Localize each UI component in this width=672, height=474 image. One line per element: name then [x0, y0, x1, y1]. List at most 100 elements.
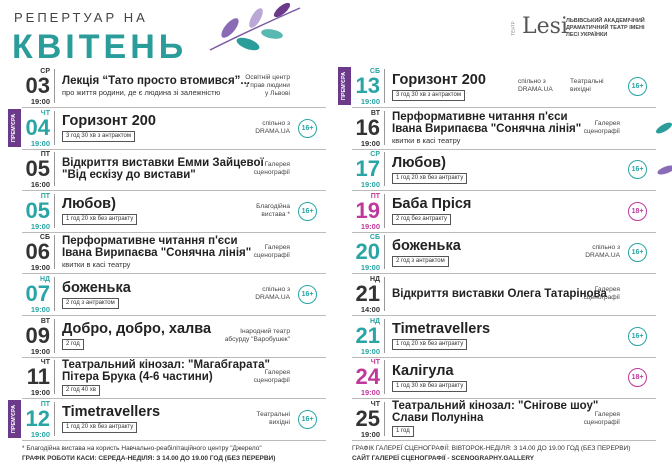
- divider: [384, 318, 385, 353]
- logo-vertical: ТЕАТР: [510, 21, 516, 36]
- duration-tag: 2 год 40 хв: [62, 384, 100, 396]
- venue-line: Галерея: [594, 286, 620, 293]
- event-title: Івана Вирипаєва "Сонячна лінія": [392, 122, 582, 135]
- event-title: Пітера Брука (4-6 частини): [62, 370, 213, 383]
- age-rating: 16+: [298, 409, 317, 429]
- venue-line: спільно з: [518, 78, 546, 85]
- row-separator: [22, 231, 326, 233]
- event-subtitle: про життя родини, де є людина зі залежні…: [62, 88, 221, 97]
- venue-line: сценографії: [583, 127, 620, 135]
- weekday: СБ: [39, 234, 50, 242]
- divider: [384, 277, 385, 311]
- event-title: Перформативне читання п'єси: [62, 235, 238, 248]
- venue: Благодійна вистава *: [220, 191, 290, 231]
- time: 19:00: [30, 263, 50, 273]
- date: 21: [355, 322, 380, 348]
- duration-tag: 3 год 30 хв з антрактом: [392, 89, 465, 101]
- event-subtitle: квитки в касі театру: [392, 135, 461, 145]
- time: 19:00: [360, 97, 380, 106]
- duration-tag: 2 год з антрактом: [392, 255, 449, 267]
- venue: Галерея сценографії: [220, 149, 290, 189]
- event-title: Любов): [62, 196, 116, 213]
- venue: спільно з DRAMA.UA: [518, 66, 568, 106]
- venue-line: DRAMA.UA: [255, 294, 290, 301]
- weekday: ЧТ: [40, 359, 50, 367]
- venue-line: Театральні: [256, 410, 290, 418]
- row-separator: [22, 439, 326, 441]
- event-body: Перформативне читання п'єси Івана Вирипає…: [62, 232, 251, 272]
- time: 19:00: [360, 180, 380, 190]
- time: 19:00: [30, 388, 50, 398]
- event-title: Калігула: [392, 362, 454, 379]
- row-separator: [352, 315, 656, 316]
- event-title: Добро, добро, халва: [62, 321, 212, 338]
- date: 06: [25, 239, 50, 265]
- weekday: СБ: [369, 68, 380, 75]
- time: 19:00: [360, 346, 380, 356]
- age-rating: 16+: [628, 326, 647, 346]
- premiere-ribbon: ПРЕМ'ЄРА: [8, 399, 21, 438]
- weekday: ПТ: [40, 151, 50, 159]
- footnote: ГРАФІК РОБОТИ КАСИ: СЕРЕДА-НЕДІЛЯ: З 14.…: [22, 455, 276, 462]
- venue-line: сценографії: [583, 294, 620, 301]
- time: 19:00: [360, 429, 380, 439]
- row-separator: [22, 356, 326, 358]
- venue-line: DRAMA.UA: [585, 252, 620, 260]
- venue-line: у Львові: [265, 90, 290, 97]
- weekday: СБ: [369, 234, 380, 242]
- event-body: Відкриття виставки Олега Татарінова: [392, 274, 607, 314]
- venue-line: вихідні: [570, 86, 591, 93]
- date: 25: [355, 405, 380, 431]
- event-body: Баба Пріся 2 год без антракту: [392, 191, 471, 231]
- date: 20: [355, 239, 380, 265]
- venue: Театральні вихідні: [570, 66, 620, 106]
- event-title: Театральний кінозал: "Снігове шоу": [392, 400, 599, 413]
- time: 19:00: [30, 346, 50, 356]
- venue: Галерея сценографії: [550, 108, 620, 148]
- event-body: Калігула 1 год 30 хв без антракту: [392, 357, 468, 397]
- divider: [54, 318, 55, 353]
- time: 19:00: [360, 221, 380, 231]
- event-body: Добро, добро, халва 2 год: [62, 316, 211, 356]
- weekday: ВТ: [40, 317, 50, 325]
- event-title: боженька: [392, 237, 461, 254]
- venue: Галерея сценографії: [550, 274, 620, 314]
- date: 17: [355, 156, 380, 182]
- venue: Театральні вихідні: [220, 399, 290, 439]
- weekday: НД: [369, 317, 380, 325]
- age-rating: 16+: [628, 243, 647, 263]
- leaves: [209, 2, 301, 51]
- event-body: Горизонт 200 3 год 30 хв з антрактом: [62, 108, 156, 148]
- divider: [384, 235, 385, 270]
- date: 13: [355, 73, 380, 98]
- venue-line: спільно з: [262, 286, 290, 293]
- event-title: Любов): [392, 154, 446, 171]
- event-body: боженька 2 год з антрактом: [62, 274, 131, 314]
- premiere-ribbon: ПРЕМ'ЄРА: [338, 67, 351, 105]
- age-rating: 16+: [628, 77, 647, 96]
- venue: Інародний театр абсурду "Варобушек": [220, 316, 290, 356]
- event-title: Слави Полуніна: [392, 412, 484, 425]
- age-rating: 16+: [628, 160, 647, 180]
- divider: [54, 110, 55, 145]
- venue: Освітній центр з прав людини у Львові: [220, 66, 290, 106]
- month-title: КВІТЕНЬ: [12, 28, 188, 66]
- event-body: Відкриття виставки Емми Зайцевої "Від еск…: [62, 149, 264, 189]
- logo-line: ЛЬВІВСЬКИЙ АКАДЕМІЧНИЙ: [566, 18, 645, 24]
- weekday: ПТ: [370, 192, 380, 200]
- date: 04: [25, 114, 50, 140]
- venue-line: з прав людини: [245, 82, 290, 89]
- time: 19:00: [30, 138, 50, 148]
- row-separator: [352, 439, 656, 441]
- divider: [384, 152, 385, 187]
- event-body: Timetravellers 1 год 20 хв без антракту: [62, 399, 160, 439]
- duration-tag: 1 год 20 хв без антракту: [392, 339, 468, 351]
- divider: [54, 360, 55, 395]
- venue-line: Галерея: [264, 161, 290, 169]
- venue-line: Благодійна: [256, 202, 290, 210]
- row-separator: [22, 107, 326, 108]
- date: 16: [355, 114, 380, 140]
- event-title: Timetravellers: [392, 321, 491, 338]
- footnote: САЙТ ГАЛЕРЕЇ СЦЕНОГРАФІЇ - SCENOGRAPHY.G…: [352, 455, 535, 462]
- kicker: РЕПЕРТУАР НА: [14, 10, 148, 25]
